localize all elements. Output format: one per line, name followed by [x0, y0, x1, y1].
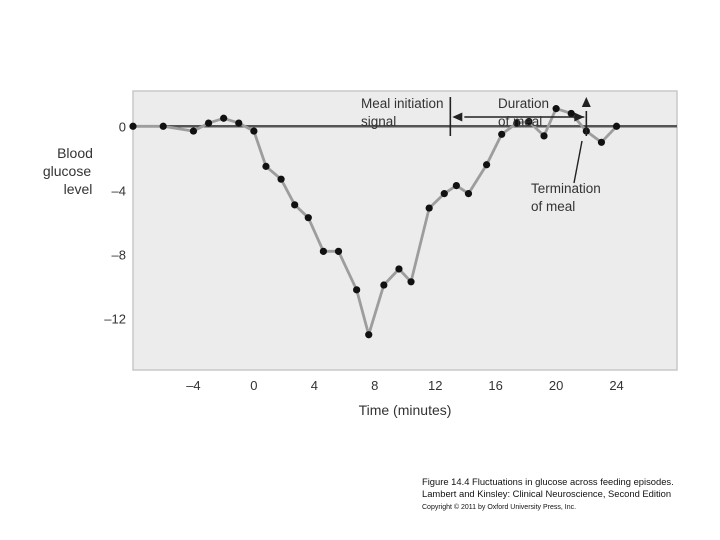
data-point [189, 127, 198, 135]
meal-initiation-label-line2: signal [361, 114, 396, 129]
data-point [380, 281, 388, 289]
data-point [395, 265, 403, 273]
x-axis-label: Time (minutes) [359, 402, 452, 418]
data-point [498, 130, 506, 138]
data-point [440, 190, 448, 198]
data-point [483, 161, 491, 169]
x-tick-label: –4 [186, 378, 200, 393]
data-point [262, 162, 270, 170]
termination-label-line1: Termination [531, 181, 601, 196]
data-point [319, 247, 327, 255]
termination-label-line2: of meal [531, 199, 575, 214]
data-point [353, 286, 361, 294]
data-point [525, 117, 533, 126]
data-point [552, 105, 560, 113]
data-point [291, 201, 299, 209]
meal-initiation-label-line1: Meal initiation [361, 96, 444, 111]
data-point [597, 138, 606, 146]
duration-arrowhead-right [574, 112, 585, 122]
y-tick-label: –12 [104, 312, 126, 327]
x-tick-label: 4 [311, 378, 318, 393]
caption-copyright: Copyright © 2011 by Oxford University Pr… [422, 504, 577, 511]
y-axis-label-line2: glucose [43, 163, 91, 179]
data-point [220, 114, 228, 122]
x-tick-labels: –4 0 4 8 12 16 20 24 [186, 378, 624, 393]
caption-line1: Figure 14.4 Fluctuations in glucose acro… [422, 476, 674, 487]
duration-arrowhead-left [452, 112, 463, 122]
data-point [513, 119, 521, 127]
data-point [612, 122, 621, 130]
x-tick-label: 12 [428, 378, 442, 393]
data-point [452, 182, 460, 190]
data-point [567, 109, 575, 118]
x-tick-label: 24 [609, 378, 623, 393]
y-axis-label-line3: level [64, 181, 93, 197]
x-tick-label: 0 [250, 378, 257, 393]
data-point [365, 331, 373, 339]
data-point [334, 247, 343, 255]
data-point [129, 122, 137, 130]
annotations [449, 97, 591, 184]
plot-area [132, 90, 678, 371]
data-point [425, 204, 433, 212]
data-point [250, 127, 258, 135]
data-point [277, 175, 285, 183]
data-point [204, 119, 213, 127]
data-point [464, 190, 473, 198]
data-point [407, 278, 415, 286]
duration-label-line2: of meal [498, 114, 542, 129]
y-tick-labels: 0 –4 –8 –12 [104, 119, 126, 326]
y-axis-label-line1: Blood [57, 145, 93, 161]
termination-arrowhead [581, 97, 591, 107]
series [129, 105, 621, 339]
data-point [540, 132, 548, 140]
y-tick-label: 0 [119, 119, 126, 134]
y-tick-label: –4 [112, 183, 126, 198]
data-point [304, 214, 312, 222]
termination-pointer-line [573, 140, 583, 184]
duration-label-line1: Duration [498, 96, 549, 111]
caption-line2: Lambert and Kinsley: Clinical Neuroscien… [422, 488, 672, 499]
figure-caption: Figure 14.4 Fluctuations in glucose acro… [422, 476, 712, 513]
x-tick-label: 8 [371, 378, 378, 393]
x-tick-label: 20 [549, 378, 563, 393]
y-tick-label: –8 [112, 248, 126, 263]
data-point [235, 119, 243, 127]
x-tick-label: 16 [488, 378, 502, 393]
data-point [159, 122, 167, 130]
